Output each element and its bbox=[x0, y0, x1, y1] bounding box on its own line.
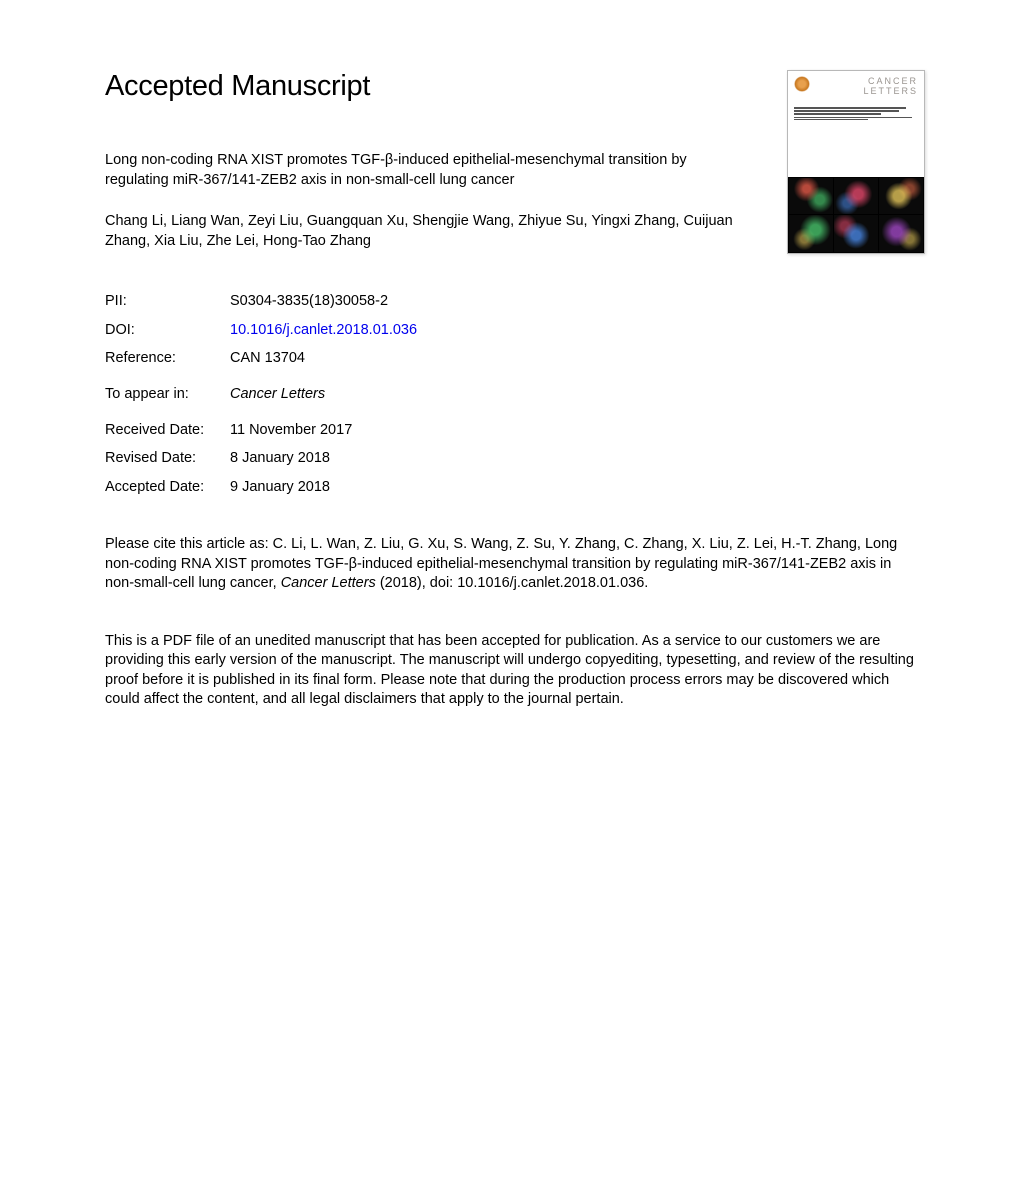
meta-label: Reference: bbox=[105, 348, 230, 368]
cover-journal-title: CANCER LETTERS bbox=[863, 77, 918, 97]
meta-row-revised: Revised Date: 8 January 2018 bbox=[105, 448, 735, 468]
citation-journal-name: Cancer Letters bbox=[281, 575, 376, 591]
cover-top-area: CANCER LETTERS bbox=[788, 71, 924, 177]
meta-value-journal: Cancer Letters bbox=[230, 386, 325, 402]
meta-row-reference: Reference: CAN 13704 bbox=[105, 348, 735, 368]
citation-suffix: (2018), doi: 10.1016/j.canlet.2018.01.03… bbox=[376, 575, 648, 591]
cover-cell bbox=[879, 215, 923, 252]
article-title: Long non-coding RNA XIST promotes TGF-β-… bbox=[105, 151, 735, 190]
cover-cell bbox=[879, 178, 923, 215]
cover-cell bbox=[789, 215, 833, 252]
article-authors: Chang Li, Liang Wan, Zeyi Liu, Guangquan… bbox=[105, 212, 735, 251]
meta-value-revised: 8 January 2018 bbox=[230, 448, 330, 468]
content-area: Long non-coding RNA XIST promotes TGF-β-… bbox=[105, 151, 735, 497]
meta-label: Accepted Date: bbox=[105, 477, 230, 497]
cover-cell bbox=[789, 178, 833, 215]
cover-image-grid bbox=[788, 177, 924, 253]
cover-fine-print bbox=[794, 107, 918, 121]
cover-cell bbox=[834, 215, 878, 252]
meta-label: Received Date: bbox=[105, 420, 230, 440]
meta-value-accepted: 9 January 2018 bbox=[230, 477, 330, 497]
meta-row-doi: DOI: 10.1016/j.canlet.2018.01.036 bbox=[105, 320, 735, 340]
metadata-table: PII: S0304-3835(18)30058-2 DOI: 10.1016/… bbox=[105, 291, 735, 497]
meta-value-received: 11 November 2017 bbox=[230, 420, 352, 440]
cover-title-line2: LETTERS bbox=[863, 86, 918, 96]
meta-row-appear: To appear in: Cancer Letters bbox=[105, 386, 735, 402]
meta-label: To appear in: bbox=[105, 386, 230, 402]
meta-row-pii: PII: S0304-3835(18)30058-2 bbox=[105, 291, 735, 311]
meta-label: DOI: bbox=[105, 320, 230, 340]
meta-value-reference: CAN 13704 bbox=[230, 348, 305, 368]
meta-label: Revised Date: bbox=[105, 448, 230, 468]
meta-value-doi-link[interactable]: 10.1016/j.canlet.2018.01.036 bbox=[230, 320, 417, 340]
cover-cell bbox=[834, 178, 878, 215]
cover-title-line1: CANCER bbox=[868, 76, 918, 86]
meta-value-pii: S0304-3835(18)30058-2 bbox=[230, 291, 388, 311]
disclaimer-paragraph: This is a PDF file of an unedited manusc… bbox=[105, 632, 915, 710]
meta-row-received: Received Date: 11 November 2017 bbox=[105, 420, 735, 440]
meta-label: PII: bbox=[105, 291, 230, 311]
elsevier-logo-icon bbox=[794, 76, 810, 92]
citation-paragraph: Please cite this article as: C. Li, L. W… bbox=[105, 535, 915, 594]
journal-cover-thumbnail: CANCER LETTERS bbox=[787, 70, 925, 254]
meta-row-accepted: Accepted Date: 9 January 2018 bbox=[105, 477, 735, 497]
